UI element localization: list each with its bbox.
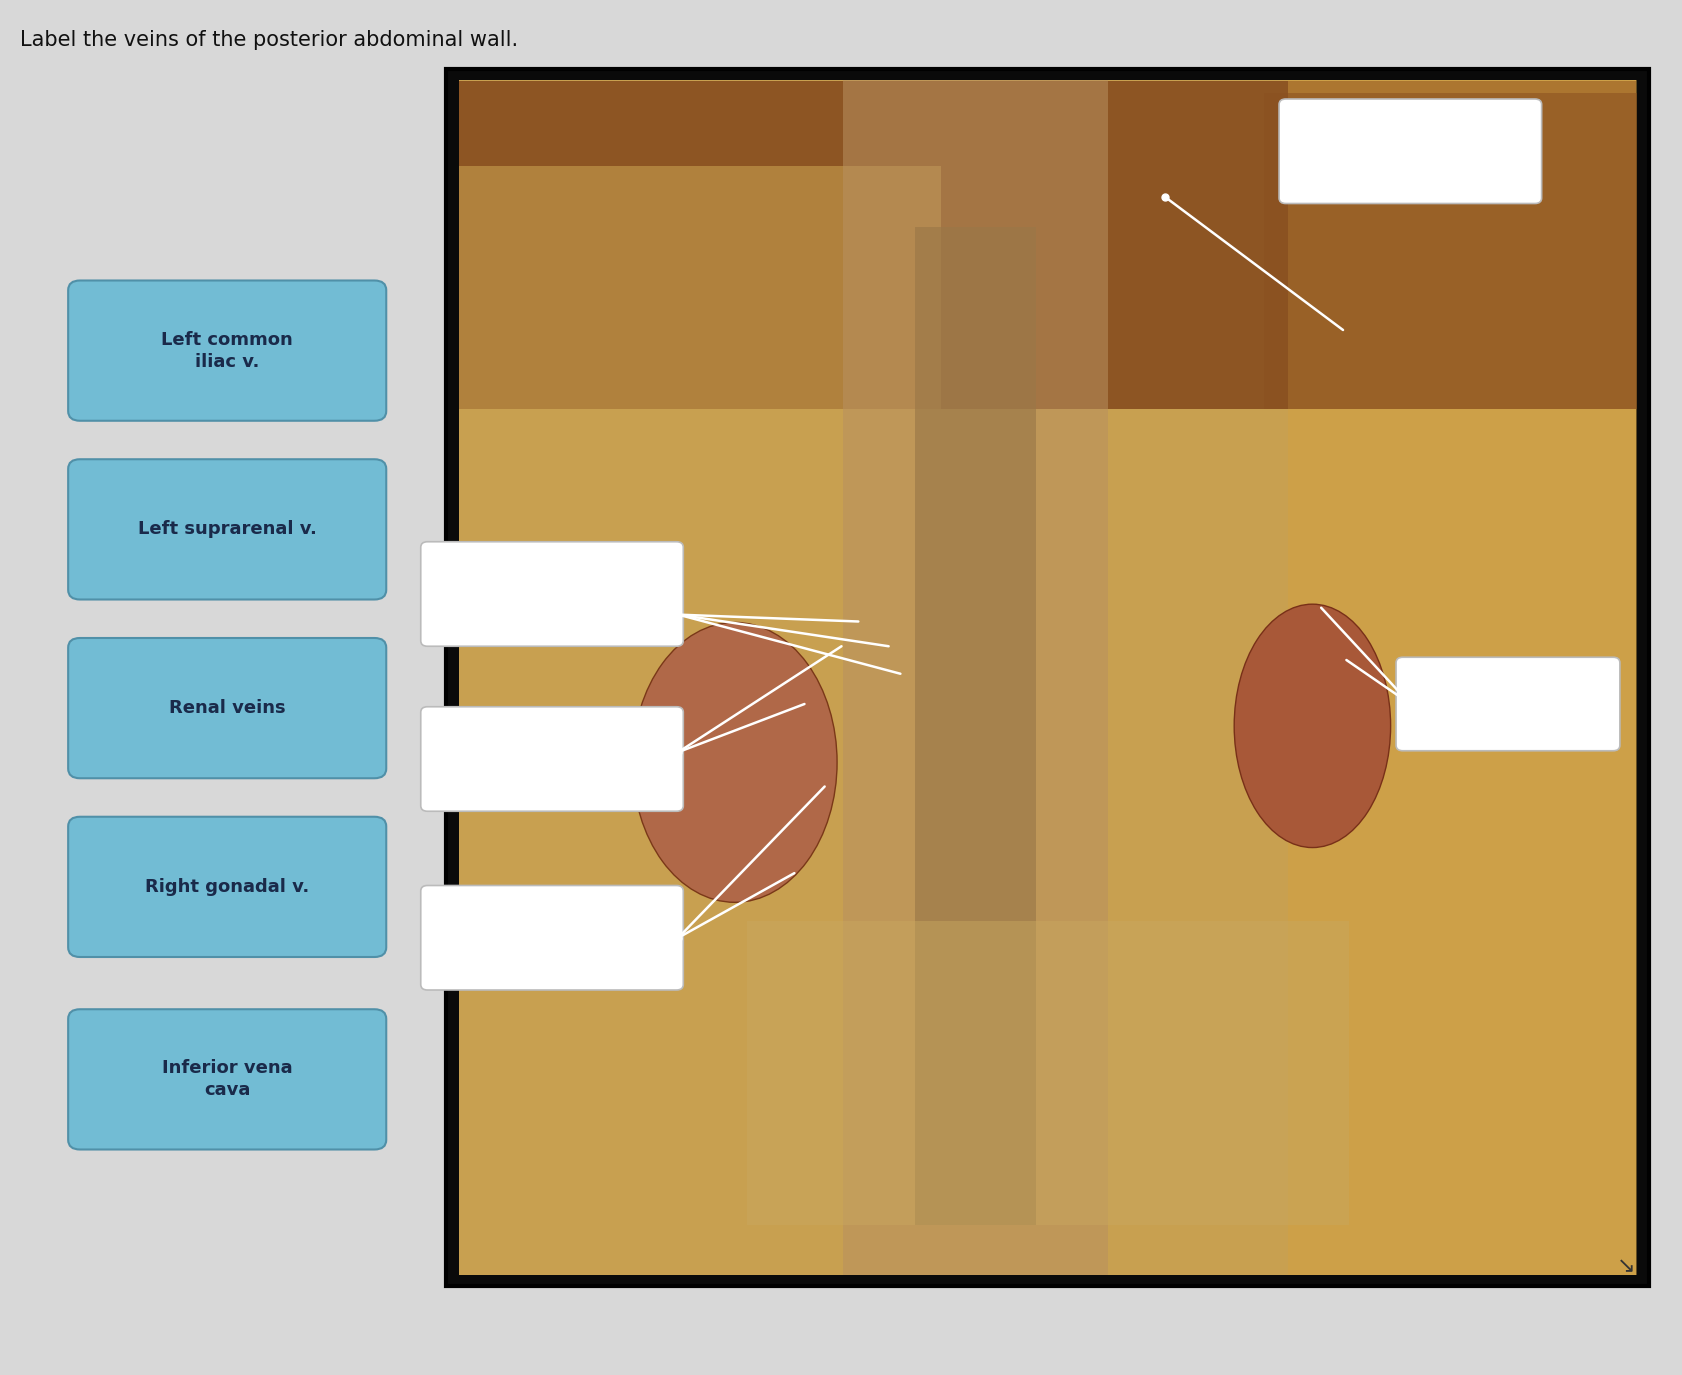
FancyBboxPatch shape <box>69 817 387 957</box>
FancyBboxPatch shape <box>420 707 683 811</box>
FancyBboxPatch shape <box>69 1009 387 1150</box>
FancyBboxPatch shape <box>69 280 387 421</box>
FancyBboxPatch shape <box>747 921 1347 1225</box>
Text: Renal veins: Renal veins <box>168 698 286 718</box>
FancyBboxPatch shape <box>915 227 1034 1225</box>
FancyBboxPatch shape <box>1396 657 1618 751</box>
FancyBboxPatch shape <box>459 80 1635 1275</box>
Text: Left common
iliac v.: Left common iliac v. <box>161 330 293 371</box>
FancyBboxPatch shape <box>420 886 683 990</box>
FancyBboxPatch shape <box>1263 94 1637 410</box>
Text: Inferior vena
cava: Inferior vena cava <box>161 1059 293 1100</box>
FancyBboxPatch shape <box>1287 80 1637 1275</box>
FancyBboxPatch shape <box>843 80 1107 1275</box>
FancyBboxPatch shape <box>69 459 387 600</box>
FancyBboxPatch shape <box>459 81 1635 410</box>
FancyBboxPatch shape <box>420 542 683 646</box>
Text: Right gonadal v.: Right gonadal v. <box>145 877 309 896</box>
FancyBboxPatch shape <box>1278 99 1541 204</box>
Ellipse shape <box>632 623 836 902</box>
Text: Left suprarenal v.: Left suprarenal v. <box>138 520 316 539</box>
Ellipse shape <box>1233 604 1389 847</box>
FancyBboxPatch shape <box>459 166 940 495</box>
Text: ↘: ↘ <box>1616 1255 1635 1276</box>
FancyBboxPatch shape <box>446 69 1648 1286</box>
FancyBboxPatch shape <box>69 638 387 778</box>
Text: Label the veins of the posterior abdominal wall.: Label the veins of the posterior abdomin… <box>20 30 518 51</box>
